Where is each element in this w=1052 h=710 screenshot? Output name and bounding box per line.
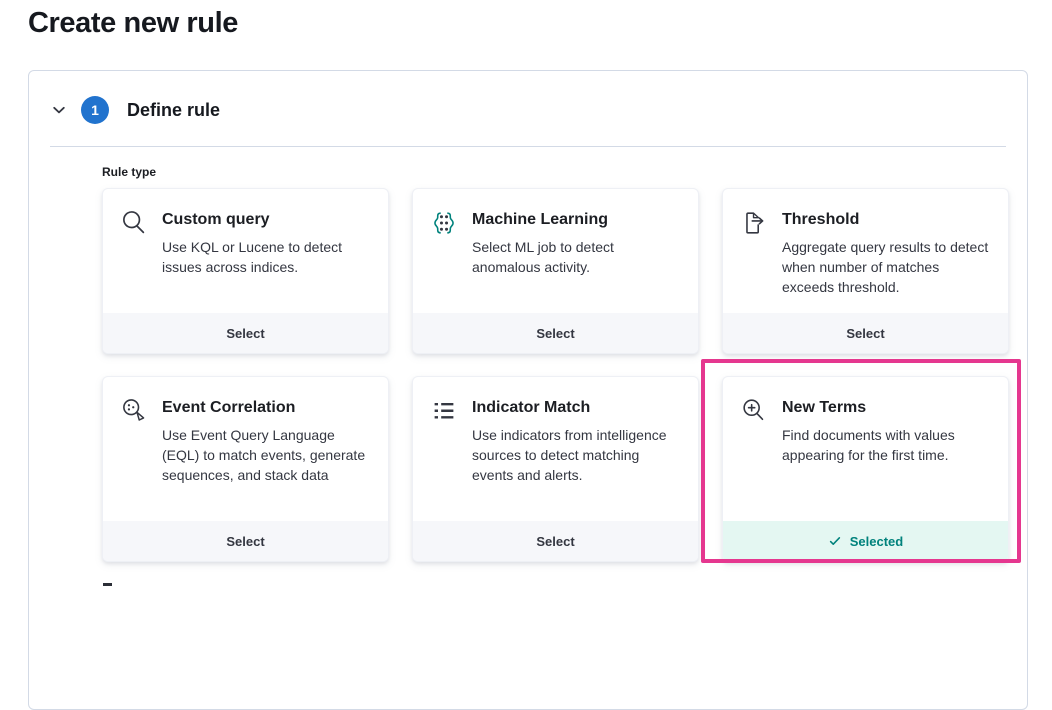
card-title: New Terms: [782, 399, 867, 416]
select-button-custom-query[interactable]: Select: [103, 313, 388, 353]
card-title: Indicator Match: [472, 399, 591, 416]
rule-card-threshold: Threshold Aggregate query results to det…: [722, 188, 1009, 354]
select-button-machine-learning[interactable]: Select: [413, 313, 698, 353]
chevron-down-icon: [53, 106, 65, 114]
card-description: Select ML job to detect anomalous activi…: [472, 239, 614, 276]
eql-search-icon: [123, 399, 145, 421]
selected-button-new-terms[interactable]: Selected: [723, 521, 1008, 561]
check-icon: [829, 537, 840, 545]
card-title: Machine Learning: [472, 211, 609, 228]
search-icon: [123, 211, 145, 234]
step-title: Define rule: [127, 99, 221, 120]
select-button-indicator-match[interactable]: Select: [413, 521, 698, 561]
divider: [50, 146, 1006, 147]
magnify-plus-icon: [743, 399, 764, 421]
select-button-threshold[interactable]: Select: [723, 313, 1008, 353]
rule-card-custom-query: Custom query Use KQL or Lucene to detect…: [102, 188, 389, 354]
rule-card-indicator-match: Indicator Match Use indicators from inte…: [412, 376, 699, 562]
card-description: Aggregate query results to detect when n…: [782, 239, 989, 296]
card-description: Use KQL or Lucene to detect issues acros…: [162, 239, 343, 276]
card-description: Use Event Query Language (EQL) to match …: [162, 427, 366, 484]
collapse-step-button[interactable]: [51, 102, 67, 118]
rule-card-event-correlation: Event Correlation Use Event Query Langua…: [102, 376, 389, 562]
step-number-badge: 1: [81, 96, 109, 124]
step-content: Rule type Custom query Use KQL or Lucene…: [29, 147, 1027, 562]
rule-type-label: Rule type: [102, 165, 157, 179]
rule-type-cards: Custom query Use KQL or Lucene to detect…: [102, 188, 1009, 562]
card-title: Custom query: [162, 211, 270, 228]
page-title: Create new rule: [28, 7, 238, 39]
card-title: Event Correlation: [162, 399, 296, 416]
step-header: 1 Define rule: [29, 71, 1027, 146]
selected-label: Selected: [849, 533, 904, 549]
card-description: Use indicators from intelligence sources…: [472, 427, 667, 484]
define-rule-panel: 1 Define rule Rule type Custom query Use…: [28, 70, 1028, 710]
machine-learning-icon: [434, 212, 454, 234]
rule-card-new-terms: New Terms Find documents with values app…: [722, 376, 1009, 562]
list-icon: [434, 402, 454, 419]
card-description: Find documents with values appearing for…: [782, 427, 955, 464]
rule-card-machine-learning: Machine Learning Select ML job to detect…: [412, 188, 699, 354]
document-export-icon: [746, 212, 764, 234]
select-button-event-correlation[interactable]: Select: [103, 521, 388, 561]
card-title: Threshold: [782, 211, 860, 228]
clipped-text-stub: [103, 583, 112, 586]
